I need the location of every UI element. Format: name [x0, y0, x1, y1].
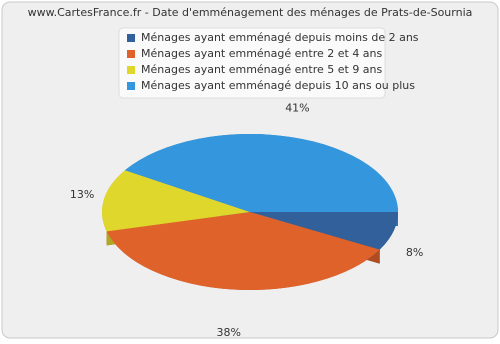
slice	[106, 212, 380, 290]
data-label: 13%	[70, 188, 94, 201]
slice	[102, 170, 250, 232]
legend-swatch	[127, 50, 135, 58]
legend-swatch	[127, 82, 135, 90]
legend-swatch	[127, 34, 135, 42]
legend-label: Ménages ayant emménagé entre 2 et 4 ans	[141, 47, 383, 60]
chart-title: www.CartesFrance.fr - Date d'emménagemen…	[28, 6, 473, 19]
slice	[250, 212, 399, 250]
legend	[118, 27, 386, 99]
legend-label: Ménages ayant emménagé depuis 10 ans ou …	[141, 79, 415, 92]
data-label: 8%	[406, 246, 423, 259]
slice	[125, 134, 399, 212]
data-label: 41%	[285, 101, 309, 114]
data-label: 38%	[216, 326, 240, 339]
legend-label: Ménages ayant emménagé entre 5 et 9 ans	[141, 63, 383, 76]
legend-label: Ménages ayant emménagé depuis moins de 2…	[141, 31, 419, 44]
legend-swatch	[127, 66, 135, 74]
pie: 8% 38% 13% 41%	[70, 101, 424, 339]
